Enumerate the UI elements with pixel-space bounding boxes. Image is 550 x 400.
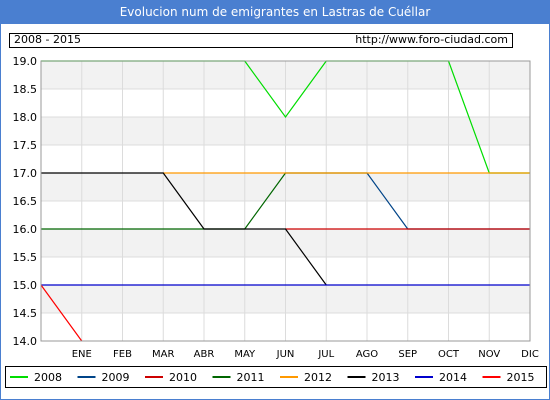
y-tick-label: 19.0 [13,55,38,68]
series-line-2013 [41,172,327,286]
x-tick-label: MAR [152,349,174,360]
x-tick-label: OCT [438,349,460,360]
y-tick-label: 16.5 [13,195,38,208]
legend-label-2010: 2010 [169,371,197,384]
legend-items: 2008 2009 2010 2011 2012 2013 2014 2015 [10,371,535,384]
chart-title-bar: Evolucion num de emigrantes en Lastras d… [0,0,550,24]
y-tick-label: 17.5 [13,139,38,152]
x-tick-label: AGO [356,349,378,360]
x-tick-label: DIC [521,349,539,360]
legend: 2008 2009 2010 2011 2012 2013 2014 2015 [5,366,547,388]
y-tick-label: 18.0 [13,111,38,124]
y-tick-label: 18.5 [13,83,38,96]
plot-border [40,60,531,342]
x-tick-label: SEP [398,349,417,360]
y-tick-label: 15.5 [13,251,38,264]
chart-title: Evolucion num de emigrantes en Lastras d… [119,5,431,19]
legend-label-2013: 2013 [372,371,400,384]
legend-label-2008: 2008 [34,371,62,384]
x-tick-label: FEB [113,349,132,360]
y-tick-label: 16.0 [13,223,38,236]
source-url: http://www.foro-ciudad.com [355,33,508,46]
series-line-2015 [40,284,83,342]
x-tick-label: NOV [478,349,500,360]
x-tick-label: JUL [317,349,334,360]
y-tick-label: 14.5 [13,307,38,320]
x-tick-label: JUN [276,349,295,360]
legend-label-2011: 2011 [237,371,265,384]
y-tick-label: 14.0 [13,335,38,348]
legend-label-2012: 2012 [304,371,332,384]
chart-plot: 14.0 14.5 15.0 15.5 16.0 16.5 17.0 17.5 18.0 18.5… [13,55,539,360]
x-tick-label: MAY [234,349,256,360]
legend-label-2014: 2014 [439,371,467,384]
y-tick-label: 17.0 [13,167,38,180]
x-tick-label: ABR [194,349,215,360]
y-tick-label: 15.0 [13,279,38,292]
x-tick-label: ENE [72,349,92,360]
legend-label-2015: 2015 [507,371,535,384]
year-range-label: 2008 - 2015 [14,33,81,46]
info-bar: 2008 - 2015 http://www.foro-ciudad.com [9,33,513,48]
legend-label-2009: 2009 [102,371,130,384]
